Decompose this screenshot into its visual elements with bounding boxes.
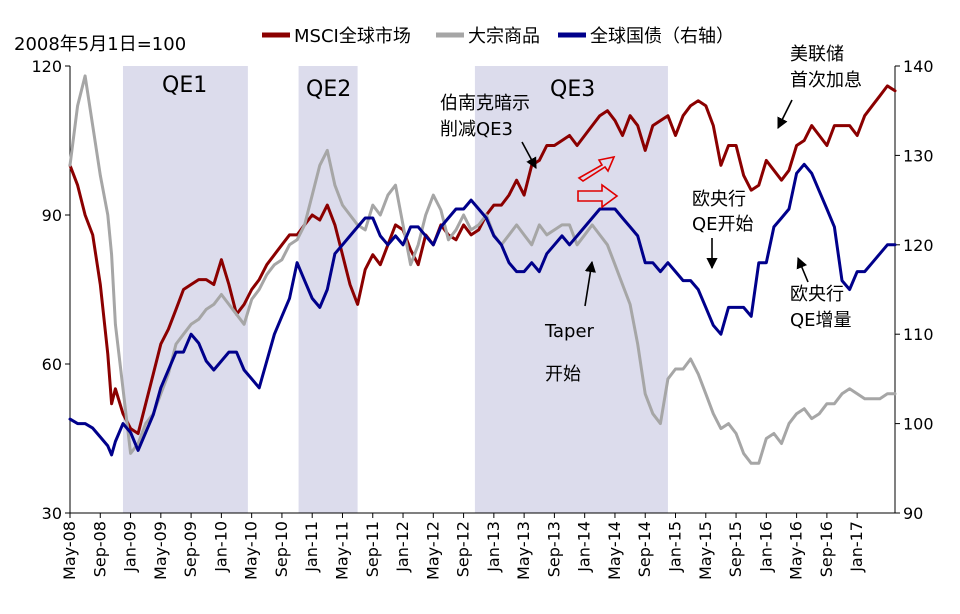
- right-tick-label: 100: [903, 415, 934, 434]
- unit-note: 2008年5月1日=100: [14, 34, 186, 55]
- right-tick-label: 110: [903, 325, 934, 344]
- annotation-fed-hike-line2: 首次加息: [790, 70, 862, 91]
- annotation-fed-hike-line1: 美联储: [790, 44, 844, 65]
- x-tick-label: Jan-13: [484, 521, 503, 573]
- x-tick-label: Jan-10: [211, 521, 230, 573]
- x-tick-label: Sep-10: [272, 521, 291, 577]
- left-tick-label: 90: [42, 206, 62, 225]
- x-tick-label: May-10: [242, 521, 261, 580]
- annotation-taper-start-line2: 开始: [545, 364, 581, 385]
- x-tick-label: Jan-15: [666, 521, 685, 573]
- x-tick-label: Jan-14: [575, 521, 594, 573]
- legend-label-msci: MSCI全球市场: [294, 26, 411, 47]
- x-tick-label: Sep-09: [181, 521, 200, 577]
- right-axis-ticks: 140 130 120 110 100 90: [895, 57, 934, 523]
- hollow-arrow-right-icon: [577, 183, 619, 209]
- left-axis-ticks: 120 90 60 30: [31, 57, 70, 523]
- msci-line: [68, 84, 897, 435]
- right-tick-label: 120: [903, 236, 934, 255]
- annotations: 伯南克暗示 削减QE3 美联储 首次加息 欧央行 QE开始 欧央行 QE增量 T…: [440, 44, 862, 385]
- right-tick-label: 130: [903, 146, 934, 165]
- x-tick-label: Sep-11: [363, 521, 382, 577]
- legend-label-bonds: 全球国债（右轴）: [590, 26, 734, 47]
- qe3-label: QE3: [550, 77, 595, 102]
- legend-label-commodity: 大宗商品: [468, 26, 540, 47]
- series-lines: [68, 74, 897, 465]
- x-tick-label: Sep-16: [817, 521, 836, 577]
- qe2-label: QE2: [306, 77, 351, 102]
- x-tick-label: May-15: [696, 521, 715, 580]
- x-tick-label: May-12: [423, 521, 442, 580]
- annotation-taper-reduce-line1: 伯南克暗示: [440, 93, 530, 114]
- x-tick-label: Jan-16: [756, 521, 775, 573]
- bonds-line: [68, 162, 897, 457]
- annotation-taper-start-line1: Taper: [544, 321, 595, 342]
- right-tick-label: 90: [903, 504, 923, 523]
- annotation-taper-reduce-line2: 削减QE3: [440, 119, 513, 140]
- axis-frame: [69, 66, 896, 514]
- x-tick-label: Sep-08: [90, 521, 109, 577]
- left-tick-label: 120: [31, 57, 62, 76]
- hollow-arrow-up-icon: [577, 155, 616, 182]
- x-tick-label: May-11: [332, 521, 351, 580]
- annotation-fed-hike-arrow: [777, 99, 793, 130]
- annotation-taper-reduce-arrow: [521, 141, 537, 169]
- left-tick-label: 30: [42, 504, 62, 523]
- x-tick-label: May-16: [787, 521, 806, 580]
- annotation-taper-start-arrow: [584, 260, 596, 307]
- annotation-ecb-increase-line2: QE增量: [790, 310, 852, 331]
- x-tick-label: Sep-13: [544, 521, 563, 577]
- left-tick-label: 60: [42, 355, 62, 374]
- x-tick-label: May-08: [60, 521, 79, 580]
- x-tick-label: May-14: [605, 521, 624, 580]
- x-tick-label: May-13: [514, 521, 533, 580]
- annotation-ecb-increase-line1: 欧央行: [790, 284, 844, 305]
- annotation-ecb-start-line2: QE开始: [692, 214, 754, 235]
- x-tick-label: Jan-17: [847, 521, 866, 573]
- annotation-ecb-start-line1: 欧央行: [692, 189, 746, 210]
- x-tick-label: Sep-14: [635, 521, 654, 577]
- annotation-ecb-increase-arrow: [796, 256, 809, 283]
- x-tick-label: Jan-09: [121, 521, 140, 573]
- x-tick-label: Jan-11: [302, 521, 321, 573]
- x-tick-label: Sep-12: [454, 521, 473, 577]
- right-tick-label: 140: [903, 57, 934, 76]
- x-tick-label: Jan-12: [393, 521, 412, 573]
- commodity-line: [68, 74, 897, 465]
- x-axis-ticks: May-08 Sep-08 Jan-09 May-09 Sep-09 Jan-10 May-…: [60, 513, 866, 580]
- x-tick-label: May-09: [151, 521, 170, 580]
- qe1-label: QE1: [162, 73, 207, 98]
- legend: MSCI全球市场 大宗商品 全球国债（右轴）: [262, 26, 734, 47]
- x-tick-label: Sep-15: [726, 521, 745, 577]
